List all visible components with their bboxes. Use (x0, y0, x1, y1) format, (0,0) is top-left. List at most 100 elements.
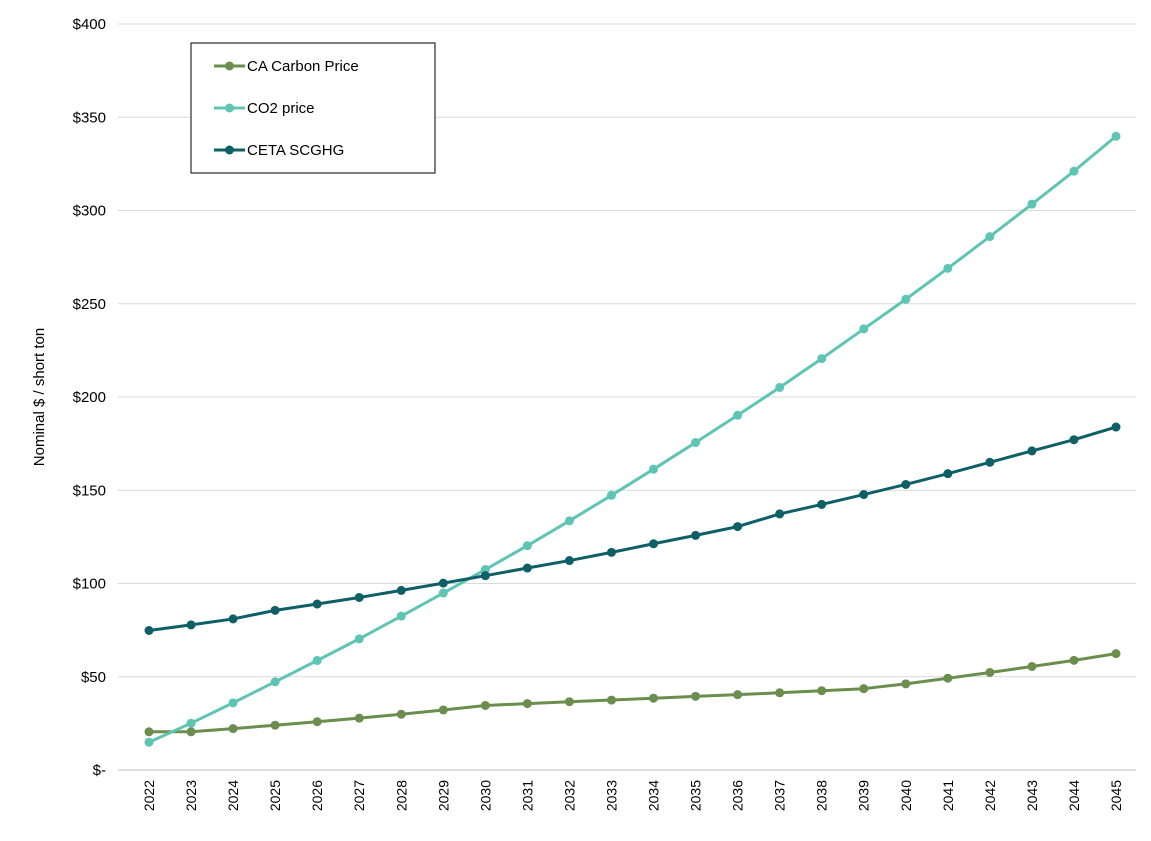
data-point (775, 382, 785, 392)
x-tick-label: 2042 (982, 780, 998, 811)
data-point (985, 667, 995, 677)
data-point (312, 656, 322, 666)
x-tick-label: 2030 (477, 780, 493, 811)
y-tick-label: $100 (73, 576, 106, 593)
y-tick-label: $150 (73, 482, 106, 499)
data-point (649, 693, 659, 703)
data-point (691, 438, 701, 448)
series-line (148, 135, 1117, 744)
data-point (1111, 131, 1121, 141)
x-tick-label: 2036 (730, 780, 746, 811)
data-point (186, 727, 196, 737)
data-point (606, 547, 616, 557)
y-tick-label: $50 (81, 669, 106, 686)
data-point (606, 695, 616, 705)
data-point (522, 699, 532, 709)
x-tick-label: 2027 (351, 780, 367, 811)
data-point (396, 585, 406, 595)
x-tick-label: 2031 (519, 780, 535, 811)
data-point (1027, 661, 1037, 671)
data-point (901, 294, 911, 304)
data-point (649, 464, 659, 474)
data-point (228, 698, 238, 708)
data-point (480, 565, 490, 575)
legend-label: CA Carbon Price (247, 58, 359, 75)
x-tick-label: 2034 (646, 780, 662, 811)
x-tick-label: 2032 (561, 780, 577, 811)
legend: CA Carbon Price CO2 price CETA SCGHG (190, 42, 436, 174)
data-point (817, 686, 827, 696)
data-point (859, 324, 869, 334)
y-tick-label: $250 (73, 296, 106, 313)
data-point (480, 571, 490, 581)
data-point (985, 232, 995, 242)
x-tick-label: 2024 (225, 780, 241, 811)
data-point (438, 705, 448, 715)
data-point (144, 625, 154, 635)
series-0 (144, 649, 1121, 737)
data-point (564, 556, 574, 566)
data-point (691, 691, 701, 701)
x-tick-label: 2035 (688, 780, 704, 811)
x-tick-label: 2045 (1108, 780, 1124, 811)
data-point (270, 720, 280, 730)
series-line (149, 652, 1117, 734)
data-point (270, 677, 280, 687)
data-point (396, 611, 406, 621)
data-point (1111, 649, 1121, 659)
data-point (354, 634, 364, 644)
legend-entry: CETA SCGHG (214, 142, 344, 159)
data-point (144, 737, 154, 747)
data-point (564, 516, 574, 526)
data-point (1069, 166, 1079, 176)
data-point (775, 509, 785, 519)
data-point (522, 541, 532, 551)
data-point (228, 614, 238, 624)
data-point (649, 539, 659, 549)
x-tick-label: 2029 (435, 780, 451, 811)
x-tick-label: 2022 (141, 780, 157, 811)
data-point (901, 679, 911, 689)
data-point (522, 563, 532, 573)
data-point (354, 713, 364, 723)
series-line (148, 425, 1117, 632)
data-point (943, 263, 953, 273)
data-point (186, 718, 196, 728)
data-point (985, 457, 995, 467)
x-tick-label: 2037 (772, 780, 788, 811)
data-point (270, 605, 280, 615)
data-point (228, 724, 238, 734)
data-point (859, 684, 869, 694)
data-point (354, 592, 364, 602)
data-point (438, 588, 448, 598)
series-2 (144, 422, 1121, 635)
x-tick-label: 2043 (1024, 780, 1040, 811)
legend-label: CETA SCGHG (247, 142, 344, 159)
data-point (943, 673, 953, 683)
y-tick-label: $300 (73, 203, 106, 220)
x-tick-label: 2040 (898, 780, 914, 811)
x-tick-label: 2023 (183, 780, 199, 811)
data-point (564, 697, 574, 707)
legend-label: CO2 price (247, 100, 315, 117)
legend-swatch-marker (225, 61, 234, 71)
x-tick-label: 2028 (393, 780, 409, 811)
legend-swatch-marker (225, 103, 234, 113)
data-point (817, 499, 827, 509)
x-tick-label: 2033 (603, 780, 619, 811)
data-point (733, 690, 743, 700)
data-point (396, 709, 406, 719)
data-point (943, 469, 953, 479)
legend-entry: CO2 price (214, 100, 315, 117)
data-point (438, 578, 448, 588)
x-tick-label: 2038 (814, 780, 830, 811)
data-point (312, 717, 322, 727)
y-tick-label: $200 (73, 389, 106, 406)
x-tick-label: 2044 (1066, 780, 1082, 811)
x-tick-label: 2039 (856, 780, 872, 811)
x-tick-label: 2041 (940, 780, 956, 811)
data-point (817, 354, 827, 364)
data-point (901, 479, 911, 489)
series-group (144, 131, 1121, 747)
